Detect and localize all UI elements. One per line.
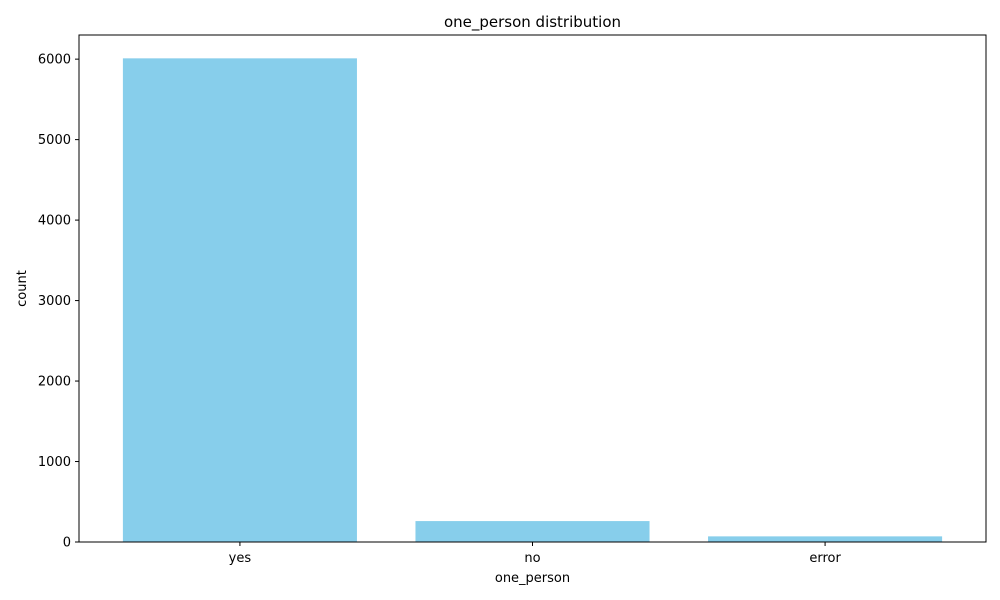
y-tick-label: 2000 <box>38 375 71 390</box>
y-axis-label: count <box>15 270 30 307</box>
y-tick-label: 5000 <box>38 133 71 148</box>
y-tick-label: 3000 <box>38 294 71 309</box>
x-tick-label: no <box>524 551 540 566</box>
y-tick-label: 1000 <box>38 455 71 470</box>
y-tick-label: 0 <box>63 536 71 551</box>
x-axis-ticks: yes no error <box>229 542 841 566</box>
chart-title: one_person distribution <box>444 13 621 32</box>
y-axis-ticks: 0 1000 2000 3000 4000 5000 6000 <box>38 53 79 551</box>
x-axis-label: one_person <box>495 571 570 586</box>
bar-no <box>415 521 650 542</box>
bars-group <box>122 58 943 542</box>
x-tick-label: yes <box>229 551 252 566</box>
x-tick-label: error <box>809 551 841 566</box>
bar-yes <box>122 58 357 542</box>
y-tick-label: 6000 <box>38 53 71 68</box>
bar-error <box>708 536 943 542</box>
y-tick-label: 4000 <box>38 214 71 229</box>
